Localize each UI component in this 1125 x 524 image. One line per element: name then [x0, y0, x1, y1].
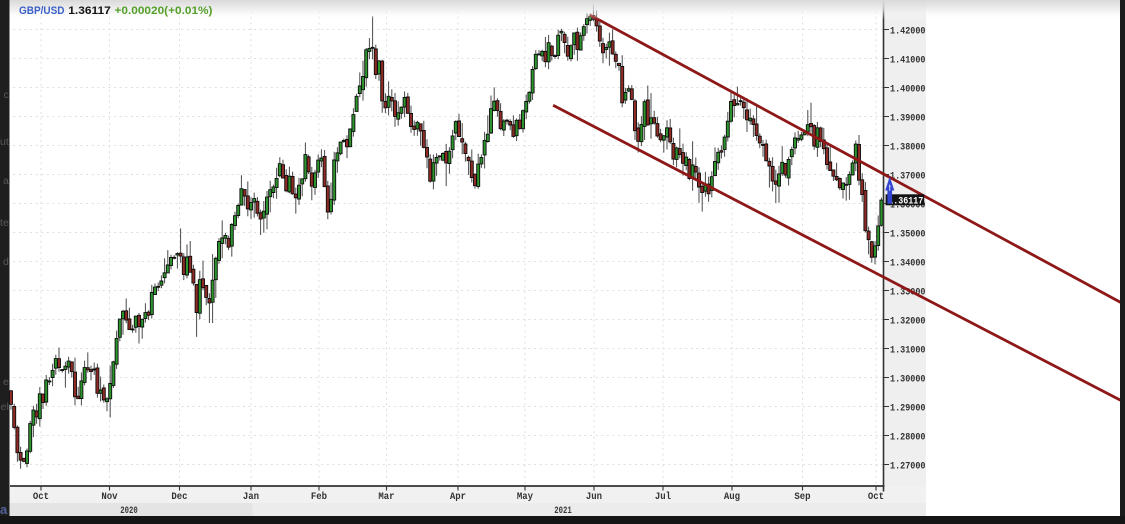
- svg-text:a: a: [0, 502, 8, 517]
- svg-text:1.34000: 1.34000: [890, 258, 926, 269]
- svg-text:a: a: [3, 175, 9, 187]
- svg-text:1.36117: 1.36117: [888, 196, 923, 207]
- svg-text:1.31000: 1.31000: [890, 345, 926, 356]
- svg-text:1.28000: 1.28000: [890, 432, 926, 443]
- svg-text:Dec: Dec: [171, 492, 187, 503]
- svg-text:1.39000: 1.39000: [890, 113, 926, 124]
- svg-text:c: c: [4, 89, 9, 101]
- svg-text:1.30000: 1.30000: [890, 374, 926, 385]
- svg-text:May: May: [517, 492, 533, 503]
- svg-text:+0.00020(+0.01%): +0.00020(+0.01%): [115, 5, 213, 17]
- svg-text:1.35000: 1.35000: [890, 229, 926, 240]
- svg-text:te: te: [0, 217, 9, 229]
- svg-text:1.41000: 1.41000: [890, 55, 926, 66]
- svg-text:Oct: Oct: [33, 492, 49, 503]
- svg-text:1.29000: 1.29000: [890, 403, 926, 414]
- svg-text:GBP/USD: GBP/USD: [19, 5, 65, 17]
- svg-text:1.38000: 1.38000: [890, 142, 926, 153]
- svg-text:Mar: Mar: [378, 492, 394, 503]
- svg-text:Jan: Jan: [243, 492, 259, 503]
- svg-text:1.36000: 1.36000: [890, 200, 926, 211]
- svg-text:2021: 2021: [554, 506, 572, 517]
- svg-text:1.40000: 1.40000: [890, 84, 926, 95]
- svg-text:Apr: Apr: [450, 492, 466, 503]
- svg-text:Jul: Jul: [655, 491, 671, 503]
- svg-text:2020: 2020: [120, 506, 138, 517]
- svg-text:1.37000: 1.37000: [890, 171, 926, 182]
- svg-text:Sep: Sep: [794, 492, 810, 503]
- svg-text:Feb: Feb: [311, 491, 327, 503]
- svg-text:Nov: Nov: [101, 492, 117, 503]
- svg-text:1.33000: 1.33000: [890, 287, 926, 298]
- svg-text:1.27000: 1.27000: [890, 461, 926, 472]
- svg-text:e: e: [3, 376, 9, 388]
- svg-text:1.36117: 1.36117: [68, 5, 111, 17]
- svg-text:d: d: [3, 256, 9, 268]
- svg-text:ut: ut: [0, 136, 9, 148]
- svg-text:Oct: Oct: [868, 492, 884, 503]
- svg-text:Aug: Aug: [724, 492, 740, 503]
- svg-text:Jun: Jun: [586, 492, 602, 503]
- svg-text:1.42000: 1.42000: [890, 26, 926, 37]
- svg-text:1.32000: 1.32000: [890, 316, 926, 327]
- svg-text:el: el: [1, 401, 9, 413]
